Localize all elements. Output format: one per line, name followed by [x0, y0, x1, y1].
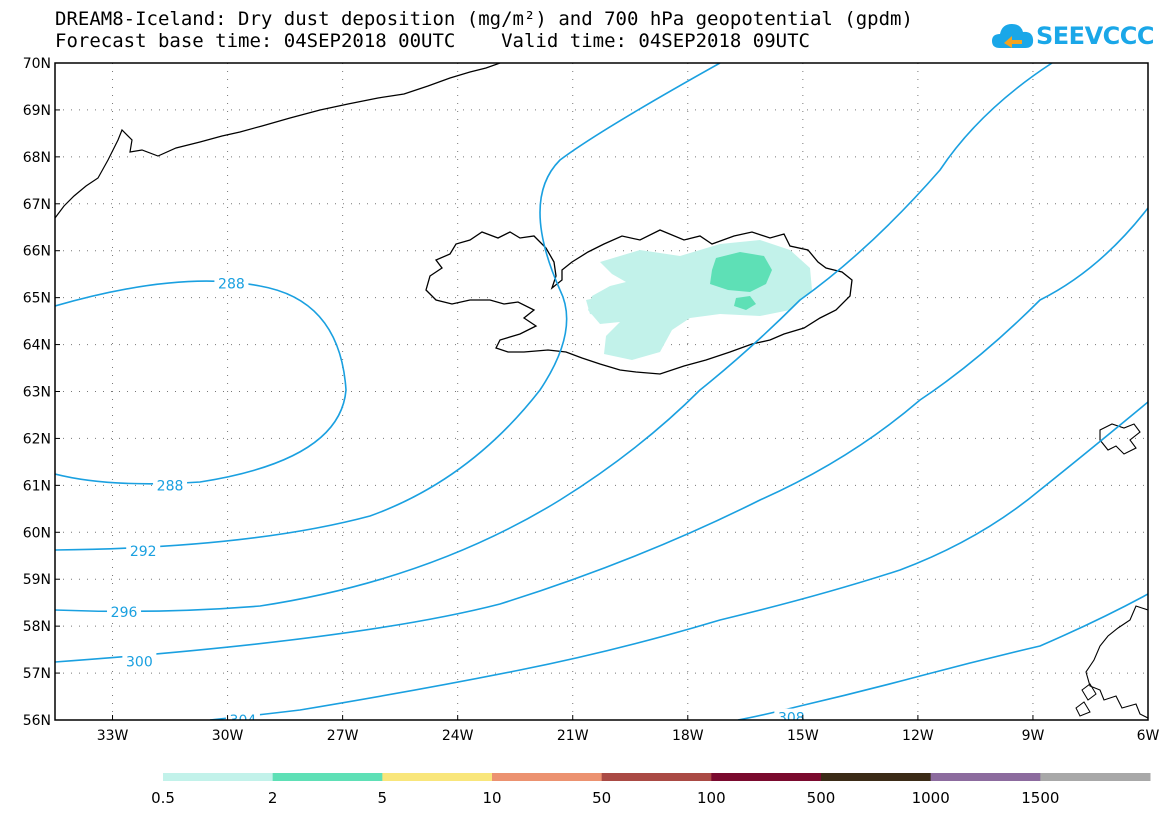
legend-label: 0.5: [151, 789, 175, 807]
lat-label: 61N: [23, 478, 51, 494]
contour-label: 296: [111, 605, 138, 621]
map-title: DREAM8-Iceland: Dry dust deposition (mg/…: [55, 8, 913, 30]
contour-label-bg: [153, 476, 188, 494]
lon-label: 21W: [557, 728, 589, 744]
lat-label: 56N: [23, 713, 51, 729]
seevccc-logo: SEEVCCC: [990, 16, 1165, 60]
legend-swatch: [711, 773, 822, 781]
cloud-icon: [992, 24, 1034, 48]
contour-label: 304: [230, 713, 257, 729]
legend-swatch: [821, 773, 932, 781]
lat-label: 59N: [23, 572, 51, 588]
contour-label-bg: [122, 652, 157, 670]
contour-iceland-west: [55, 63, 721, 551]
legend-label: 1000: [912, 789, 950, 807]
lat-label: 58N: [23, 619, 51, 635]
contour-label-bg: [126, 542, 161, 560]
contour-label-bg: [107, 603, 142, 621]
geopotential-contours: [55, 63, 1148, 720]
legend-swatch: [272, 773, 383, 781]
lat-label: 60N: [23, 525, 51, 541]
lon-label: 9W: [1022, 728, 1045, 744]
iceland-coastline: [425, 229, 853, 375]
contour-label: 288: [218, 277, 245, 293]
legend-label: 1500: [1021, 789, 1059, 807]
dust-area-medium: [710, 252, 772, 292]
lat-label: 67N: [23, 197, 51, 213]
legend-swatch: [382, 773, 493, 781]
lat-label: 62N: [23, 431, 51, 447]
lon-label: 12W: [902, 728, 934, 744]
legend-swatch: [163, 773, 274, 781]
lat-label: 68N: [23, 150, 51, 166]
lat-label: 65N: [23, 291, 51, 307]
dust-deposition-field: [586, 240, 812, 360]
lon-label: 15W: [787, 728, 819, 744]
lat-label: 63N: [23, 385, 51, 401]
contour-308: [737, 593, 1148, 720]
logo-text: SEEVCCC: [1036, 22, 1155, 50]
legend-label: 500: [807, 789, 836, 807]
lon-label: 27W: [327, 728, 359, 744]
legend-swatch: [601, 773, 712, 781]
faroe-islands: [1099, 423, 1141, 455]
lon-label: 30W: [212, 728, 244, 744]
contour-label: 288: [157, 478, 184, 494]
legend-label: 2: [268, 789, 278, 807]
contour-label-bg: [214, 274, 249, 292]
lon-label: 18W: [672, 728, 704, 744]
lat-label: 57N: [23, 666, 51, 682]
legend-label: 50: [592, 789, 611, 807]
contour-304: [209, 401, 1148, 720]
legend-label: 100: [697, 789, 726, 807]
lon-label: 33W: [97, 728, 129, 744]
dust-area-medium-small: [734, 296, 756, 310]
greenland-coastline: [55, 63, 501, 219]
lon-label: 6W: [1137, 728, 1160, 744]
map-subtitle: Forecast base time: 04SEP2018 00UTC Vali…: [55, 30, 810, 52]
legend-label: 10: [482, 789, 501, 807]
contour-label-bg: [774, 708, 809, 720]
legend-swatch: [1040, 773, 1151, 781]
contour-label-bg: [225, 711, 260, 720]
legend-label: 5: [378, 789, 388, 807]
scotland-coastline: [1085, 605, 1148, 719]
lat-label: 69N: [23, 103, 51, 119]
graticule: [55, 63, 1148, 720]
hebrides-islands: [1075, 683, 1097, 717]
lat-label: 70N: [23, 56, 51, 72]
color-legend: 0.5 2 5 10 50 100 500 1000 1500: [151, 773, 1151, 807]
lat-label: 66N: [23, 244, 51, 260]
contour-label: 308: [778, 711, 805, 727]
dust-area-light-west: [586, 296, 612, 316]
contour-label: 300: [126, 654, 153, 670]
legend-swatch: [930, 773, 1041, 781]
contour-300: [55, 207, 1148, 663]
lon-label: 24W: [442, 728, 474, 744]
contour-label: 292: [130, 544, 157, 560]
lat-label: 64N: [23, 338, 51, 354]
plot-area: [55, 63, 1148, 720]
legend-swatch: [492, 773, 603, 781]
contour-296: [55, 63, 1053, 613]
